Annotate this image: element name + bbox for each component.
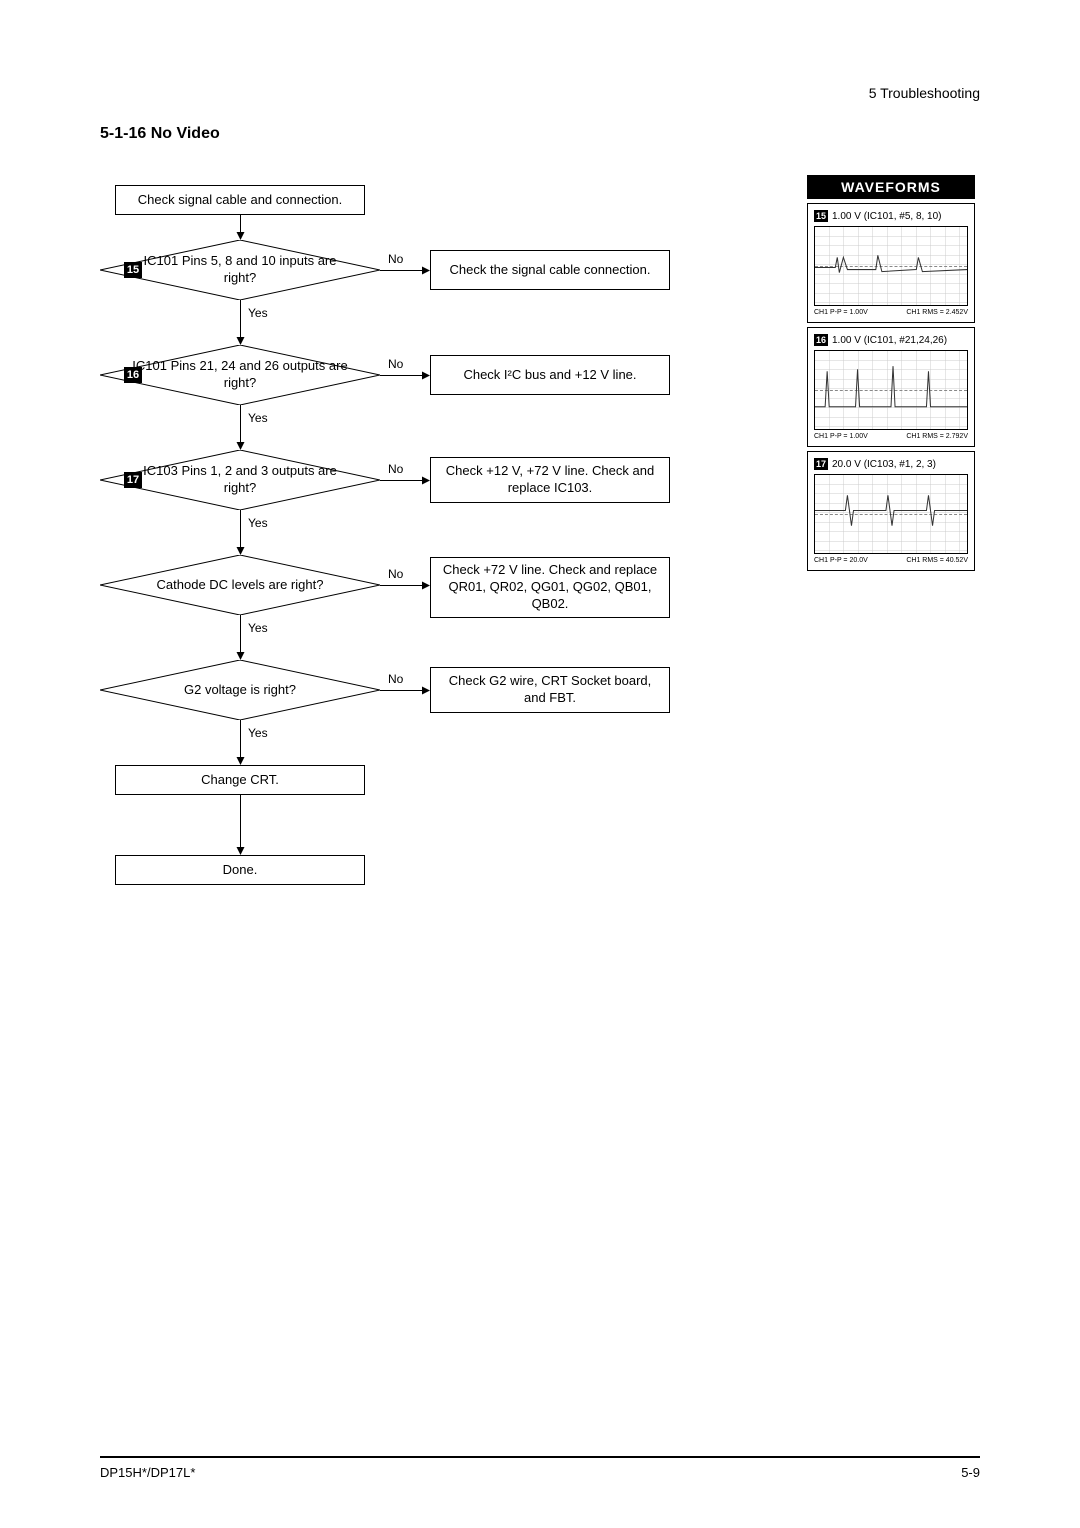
waveform-badge: 15 <box>814 210 828 222</box>
done-box: Done. <box>115 855 365 885</box>
edge-label: No <box>388 462 403 476</box>
arrow-head <box>237 547 245 555</box>
waveform-title: 15 1.00 V (IC101, #5, 8, 10) <box>814 210 968 222</box>
final-action: Change CRT. <box>115 765 365 795</box>
start-box: Check signal cable and connection. <box>115 185 365 215</box>
decision-3: Cathode DC levels are right? <box>100 555 380 615</box>
edge-label: Yes <box>248 726 268 740</box>
arrow-head <box>237 757 245 765</box>
arrow-head <box>422 687 430 695</box>
footer-model: DP15H*/DP17L* <box>100 1465 195 1480</box>
waveform-box: 16 1.00 V (IC101, #21,24,26) CH1 P-P = 1.0… <box>807 327 975 447</box>
arrow-head <box>422 267 430 275</box>
waveform-title: 16 1.00 V (IC101, #21,24,26) <box>814 334 968 346</box>
waveform-ref-badge: 15 <box>124 262 142 278</box>
decision-1: 16IC101 Pins 21, 24 and 26 outputs are r… <box>100 345 380 405</box>
connector <box>240 510 241 547</box>
waveform-badge: 16 <box>814 334 828 346</box>
waveform-badge: 17 <box>814 458 828 470</box>
edge-label: No <box>388 252 403 266</box>
footer-rule <box>100 1456 980 1458</box>
waveform-box: 15 1.00 V (IC101, #5, 8, 10) CH1 P-P = 1.0… <box>807 203 975 323</box>
connector <box>380 690 422 691</box>
connector <box>380 270 422 271</box>
waveform-ref-badge: 17 <box>124 472 142 488</box>
waveform-footer: CH1 P-P = 20.0V CH1 RMS = 40.52V <box>814 557 968 564</box>
decision-text: G2 voltage is right? <box>100 660 380 720</box>
decision-text: IC101 Pins 21, 24 and 26 outputs are rig… <box>100 345 380 405</box>
edge-label: Yes <box>248 621 268 635</box>
arrow-head <box>422 582 430 590</box>
arrow-head <box>237 847 245 855</box>
waveforms-header: WAVEFORMS <box>807 175 975 199</box>
decision-text: IC103 Pins 1, 2 and 3 outputs are right? <box>100 450 380 510</box>
edge-label: No <box>388 357 403 371</box>
waveform-rms: CH1 RMS = 2.452V <box>906 309 968 316</box>
arrow-head <box>237 442 245 450</box>
edge-label: No <box>388 672 403 686</box>
action-3: Check +72 V line. Check and replace QR01… <box>430 557 670 618</box>
waveform-footer: CH1 P-P = 1.00V CH1 RMS = 2.452V <box>814 309 968 316</box>
oscilloscope-display <box>814 226 968 306</box>
oscilloscope-display <box>814 474 968 554</box>
page: 5 Troubleshooting 5-1-16 No Video Check … <box>0 0 1080 1528</box>
waveform-pp: CH1 P-P = 20.0V <box>814 557 868 564</box>
decision-text: IC101 Pins 5, 8 and 10 inputs are right? <box>100 240 380 300</box>
waveform-title-text: 20.0 V (IC103, #1, 2, 3) <box>832 459 936 470</box>
chapter-heading: 5 Troubleshooting <box>869 85 980 101</box>
edge-label: No <box>388 567 403 581</box>
waveform-box: 17 20.0 V (IC103, #1, 2, 3) CH1 P-P = 20.0… <box>807 451 975 571</box>
section-title: 5-1-16 No Video <box>100 125 220 143</box>
action-1: Check I²C bus and +12 V line. <box>430 355 670 395</box>
connector <box>240 720 241 757</box>
waveform-title-text: 1.00 V (IC101, #5, 8, 10) <box>832 211 942 222</box>
arrow-head <box>237 337 245 345</box>
connector <box>240 215 241 232</box>
arrow-head <box>237 652 245 660</box>
action-2: Check +12 V, +72 V line. Check and repla… <box>430 457 670 503</box>
waveform-rms: CH1 RMS = 40.52V <box>906 557 968 564</box>
decision-0: 15IC101 Pins 5, 8 and 10 inputs are righ… <box>100 240 380 300</box>
edge-label: Yes <box>248 306 268 320</box>
connector <box>240 795 241 847</box>
decision-text: Cathode DC levels are right? <box>100 555 380 615</box>
footer-page: 5-9 <box>961 1465 980 1480</box>
connector <box>380 375 422 376</box>
connector <box>380 585 422 586</box>
waveform-footer: CH1 P-P = 1.00V CH1 RMS = 2.792V <box>814 433 968 440</box>
waveforms-panel: WAVEFORMS 15 1.00 V (IC101, #5, 8, 10) CH1… <box>807 175 975 571</box>
waveform-title: 17 20.0 V (IC103, #1, 2, 3) <box>814 458 968 470</box>
oscilloscope-display <box>814 350 968 430</box>
arrow-head <box>237 232 245 240</box>
edge-label: Yes <box>248 411 268 425</box>
connector <box>240 405 241 442</box>
connector <box>240 615 241 652</box>
waveform-title-text: 1.00 V (IC101, #21,24,26) <box>832 335 947 346</box>
arrow-head <box>422 372 430 380</box>
waveform-pp: CH1 P-P = 1.00V <box>814 309 868 316</box>
decision-4: G2 voltage is right? <box>100 660 380 720</box>
waveform-rms: CH1 RMS = 2.792V <box>906 433 968 440</box>
edge-label: Yes <box>248 516 268 530</box>
connector <box>240 300 241 337</box>
decision-2: 17IC103 Pins 1, 2 and 3 outputs are righ… <box>100 450 380 510</box>
flowchart: Check signal cable and connection.15IC10… <box>110 175 670 895</box>
arrow-head <box>422 477 430 485</box>
action-0: Check the signal cable connection. <box>430 250 670 290</box>
connector <box>380 480 422 481</box>
waveform-ref-badge: 16 <box>124 367 142 383</box>
action-4: Check G2 wire, CRT Socket board, and FBT… <box>430 667 670 713</box>
waveform-pp: CH1 P-P = 1.00V <box>814 433 868 440</box>
